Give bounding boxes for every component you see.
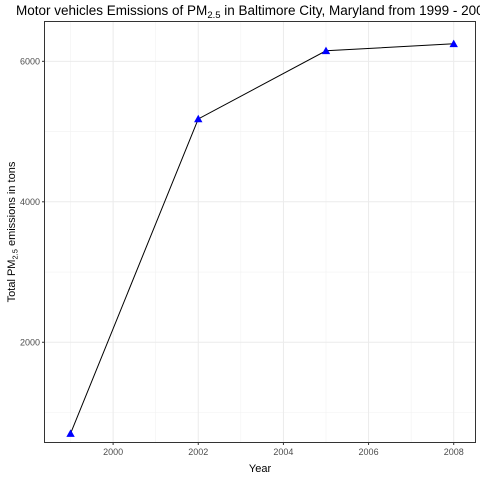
y-axis-label-subscript: 2.5 [11, 249, 20, 259]
chart-title: Motor vehicles Emissions of PM2.5 in Bal… [16, 3, 480, 21]
series-line [70, 43, 454, 434]
x-axis-label: Year [249, 463, 272, 475]
x-tick-label: 2004 [273, 447, 293, 457]
data-point-marker [194, 114, 203, 123]
y-axis-label: Total PM2.5 emissions in tons [6, 161, 20, 302]
chart-title-subscript: 2.5 [207, 10, 220, 21]
grid [45, 22, 475, 442]
axis-ticks: 2000 2002 2004 2006 2008 2000 4000 6000 [20, 56, 464, 457]
x-tick-label: 2002 [188, 447, 208, 457]
plot-panel-border [44, 21, 476, 443]
y-tick-label: 4000 [20, 197, 40, 207]
x-tick-label: 2008 [444, 447, 464, 457]
data-point-marker [321, 46, 331, 55]
y-tick-label: 2000 [20, 337, 40, 347]
data-point-marker [449, 39, 458, 48]
x-tick-label: 2000 [103, 447, 123, 457]
y-tick-label: 6000 [20, 56, 40, 66]
data-point-marker [66, 429, 75, 437]
series [66, 39, 458, 437]
x-tick-label: 2006 [359, 447, 379, 457]
